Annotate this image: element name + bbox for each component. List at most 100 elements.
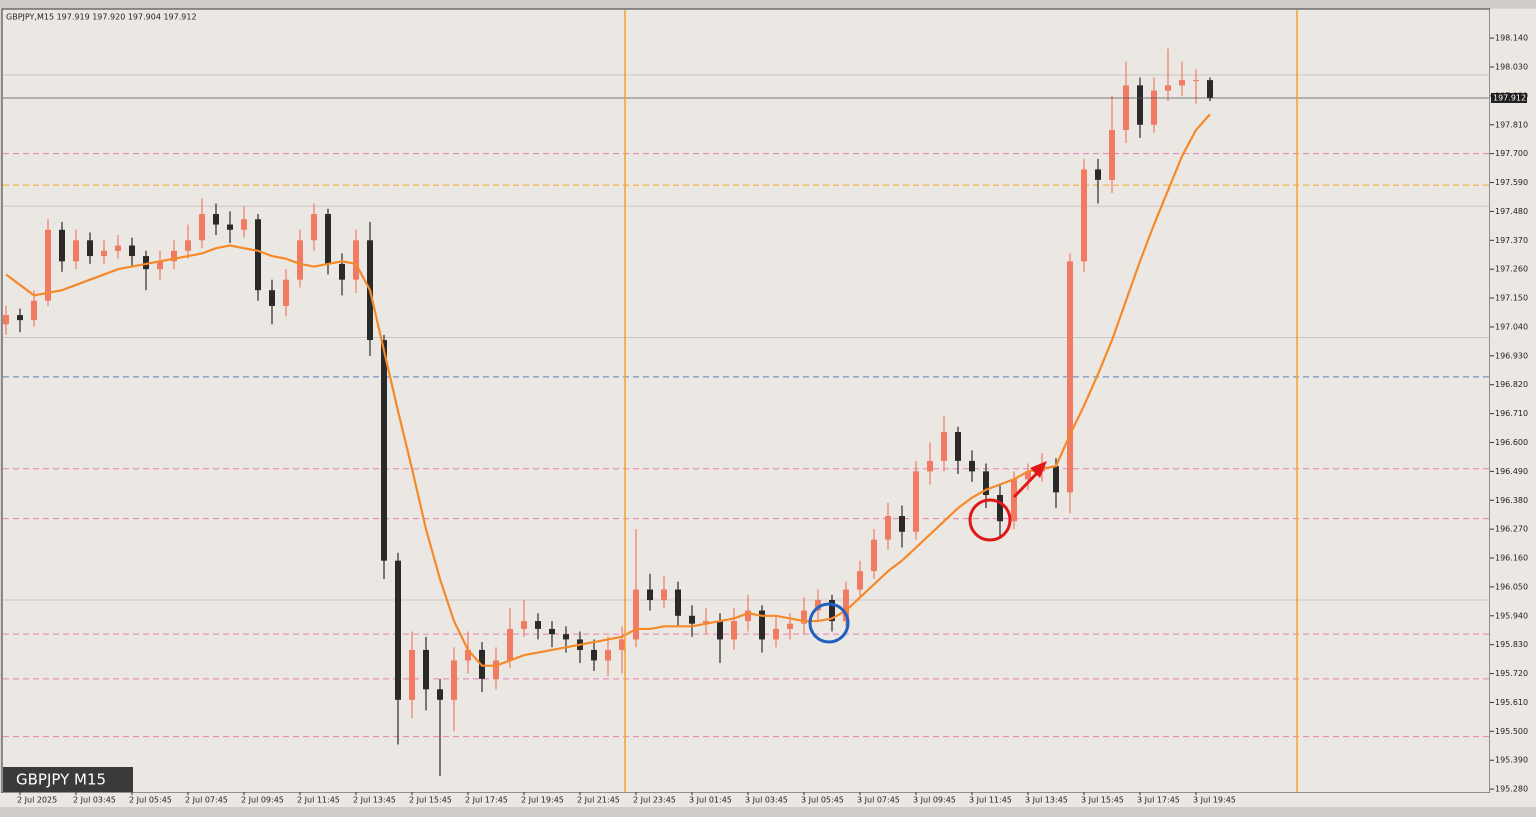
candle-body (185, 240, 191, 251)
candle-body (815, 600, 821, 611)
candle-body (1095, 169, 1101, 180)
candle-body (591, 649, 597, 661)
plot-area (1, 8, 1491, 794)
candle-body (1011, 479, 1017, 522)
annotation-arrow (1012, 468, 1042, 499)
y-tick-label: 197.700 (1495, 149, 1528, 158)
last-price-box (1491, 92, 1527, 103)
candle-body (1081, 169, 1087, 262)
symbol-box (3, 767, 133, 792)
y-tick-label: 196.930 (1495, 351, 1528, 360)
y-tick-label: 197.150 (1495, 294, 1528, 303)
y-tick-label: 195.830 (1495, 640, 1528, 649)
candle-body (1179, 80, 1185, 86)
candle-body (311, 214, 317, 241)
y-tick-label: 197.810 (1495, 120, 1528, 129)
candle-body (437, 689, 443, 700)
candle-body (101, 250, 107, 257)
candle-body (17, 315, 23, 321)
y-tick-label: 195.720 (1495, 669, 1528, 678)
time-axis (0, 793, 1536, 807)
candle-body (619, 639, 625, 650)
x-tick-label: 2 Jul 03:45 (73, 796, 116, 805)
candle-body (423, 649, 429, 690)
price-axis (1490, 9, 1536, 793)
header-text: GBPJPY,M15 197.919 197.920 197.904 197.9… (6, 13, 197, 22)
candle-body (227, 224, 233, 230)
candle-body (451, 660, 457, 700)
x-tick-label: 2 Jul 11:45 (297, 796, 340, 805)
x-tick-label: 3 Jul 01:45 (689, 796, 732, 805)
candle-body (801, 610, 807, 624)
y-tick-label: 197.590 (1495, 178, 1528, 187)
candle-body (605, 649, 611, 661)
candle-body (171, 250, 177, 262)
candle-body (689, 615, 695, 624)
candle-body (745, 610, 751, 622)
candle-body (339, 263, 345, 280)
x-tick-label: 3 Jul 17:45 (1137, 796, 1180, 805)
candle-body (1025, 471, 1031, 480)
candle-body (927, 460, 933, 472)
candle-body (255, 219, 261, 291)
annotation-arrowhead (1030, 461, 1047, 478)
candle-body (1151, 90, 1157, 125)
candle-body (997, 495, 1003, 522)
y-tick-label: 196.380 (1495, 496, 1528, 505)
candle-body (731, 621, 737, 640)
candle-body (717, 621, 723, 640)
candle-body (1165, 85, 1171, 91)
candle-body (899, 516, 905, 532)
y-tick-label: 197.260 (1495, 265, 1528, 274)
x-tick-label: 3 Jul 07:45 (857, 796, 900, 805)
y-tick-label: 198.030 (1495, 62, 1528, 71)
candle-body (675, 589, 681, 616)
annotation-circle (808, 602, 850, 644)
y-tick-label: 196.160 (1495, 554, 1528, 563)
candle-body (857, 571, 863, 590)
candle-body (143, 256, 149, 270)
y-tick-label: 196.490 (1495, 467, 1528, 476)
candle-body (661, 589, 667, 601)
candle-body (465, 649, 471, 661)
candle-body (759, 610, 765, 640)
status-strip (0, 807, 1536, 817)
x-tick-label: 2 Jul 05:45 (129, 796, 172, 805)
y-tick-label: 195.390 (1495, 756, 1528, 765)
candle-body (381, 340, 387, 561)
x-tick-label: 3 Jul 15:45 (1081, 796, 1124, 805)
y-tick-label: 196.820 (1495, 380, 1528, 389)
candle-body (213, 214, 219, 225)
candle-body (409, 649, 415, 700)
y-tick-label: 196.050 (1495, 582, 1528, 591)
candle-body (157, 261, 163, 270)
candle-body (59, 229, 65, 262)
x-tick-label: 2 Jul 09:45 (241, 796, 284, 805)
candle-body (563, 634, 569, 640)
candle-body (507, 628, 513, 661)
candle-body (787, 623, 793, 629)
candle-body (1053, 466, 1059, 493)
x-tick-label: 2 Jul 21:45 (577, 796, 620, 805)
candle-body (1193, 80, 1199, 82)
candle-body (269, 290, 275, 306)
candle-body (829, 600, 835, 622)
candle-body (983, 471, 989, 496)
candle-body (325, 214, 331, 264)
candle-body (45, 229, 51, 301)
x-tick-label: 2 Jul 2025 (17, 796, 57, 805)
candle-body (297, 240, 303, 280)
x-tick-label: 2 Jul 17:45 (465, 796, 508, 805)
candle-body (1207, 80, 1213, 98)
x-tick-label: 2 Jul 13:45 (353, 796, 396, 805)
y-tick-label: 198.140 (1495, 34, 1528, 43)
y-tick-label: 196.600 (1495, 438, 1528, 447)
candle-body (493, 660, 499, 679)
candle-body (843, 589, 849, 622)
candle-body (647, 589, 653, 601)
candle-body (1137, 85, 1143, 125)
x-tick-label: 3 Jul 11:45 (969, 796, 1012, 805)
y-tick-label: 195.500 (1495, 727, 1528, 736)
